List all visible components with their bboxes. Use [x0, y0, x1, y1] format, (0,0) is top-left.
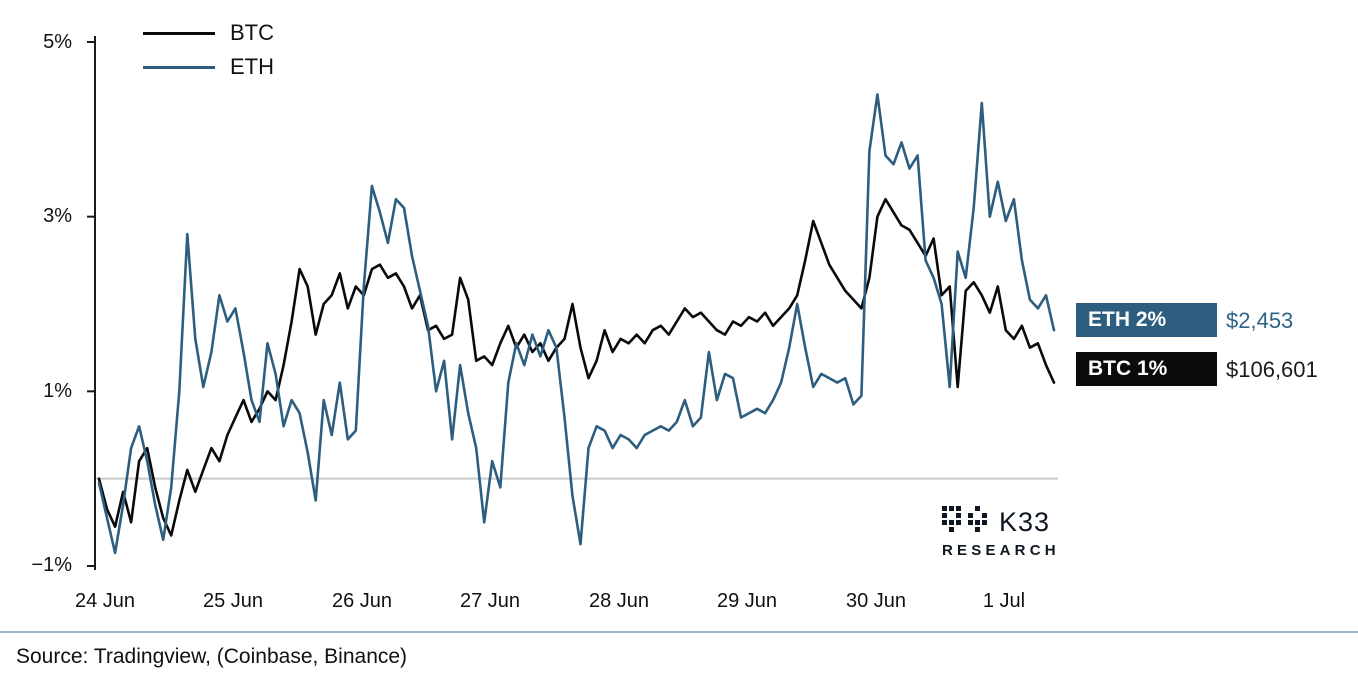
- y-axis-label: 5%: [43, 31, 72, 53]
- y-axis-label: 1%: [43, 380, 72, 402]
- y-axis-label: 3%: [43, 205, 72, 227]
- eth-line-swatch: [143, 65, 215, 69]
- source-note: Source: Tradingview, (Coinbase, Binance): [16, 645, 408, 668]
- x-axis-label: 1 Jul: [982, 590, 1026, 612]
- legend-label-eth: ETH: [230, 54, 274, 79]
- eth-price-badge: ETH 2%: [1076, 303, 1217, 337]
- eth-badge-label: ETH 2%: [1088, 308, 1167, 331]
- btc-price-badge: BTC 1%: [1076, 352, 1217, 386]
- legend-item-btc: BTC: [143, 16, 274, 50]
- legend-label-btc: BTC: [230, 20, 274, 45]
- x-axis-label: 29 Jun: [716, 590, 778, 612]
- footer-divider: [0, 631, 1358, 633]
- x-axis-label: 30 Jun: [845, 590, 907, 612]
- x-axis-label: 24 Jun: [74, 590, 136, 612]
- k33-logo-icon: [942, 506, 990, 539]
- k33-logo-text: K33: [999, 507, 1051, 537]
- btc-price-value: $106,601: [1226, 357, 1318, 382]
- legend-item-eth: ETH: [143, 50, 274, 84]
- x-axis-label: 27 Jun: [459, 590, 521, 612]
- price-chart: [87, 36, 1058, 570]
- btc-line-swatch: [143, 31, 215, 35]
- k33-research-logo: K33 RESEARCH: [942, 506, 1074, 559]
- chart-legend: BTC ETH: [143, 16, 274, 84]
- x-axis-label: 25 Jun: [202, 590, 264, 612]
- btc-badge-label: BTC 1%: [1088, 357, 1168, 380]
- k33-logo-subtext: RESEARCH: [942, 542, 1060, 559]
- eth-price-value: $2,453: [1226, 308, 1294, 333]
- x-axis-label: 28 Jun: [588, 590, 650, 612]
- y-axis-label: −1%: [31, 554, 72, 576]
- x-axis-label: 26 Jun: [331, 590, 393, 612]
